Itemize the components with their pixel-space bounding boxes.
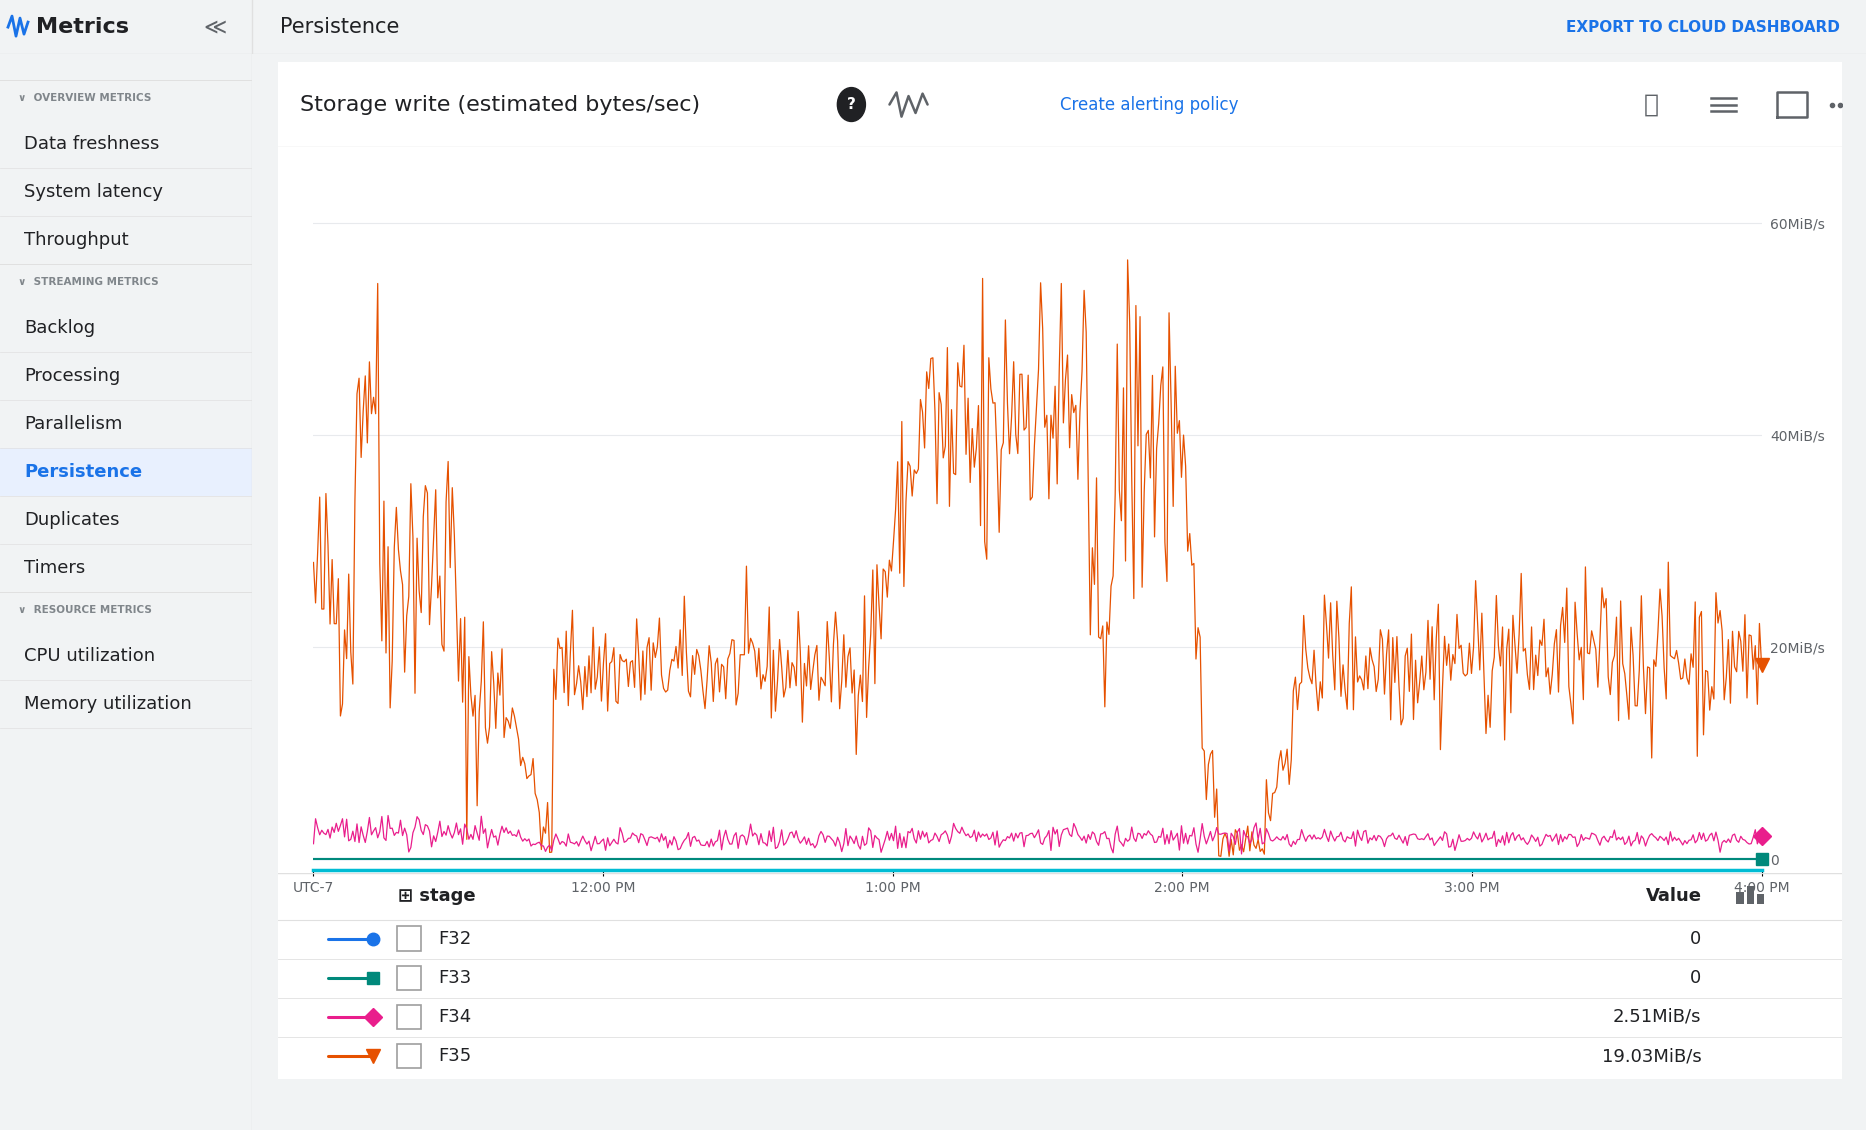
- Text: Create alerting policy: Create alerting policy: [1060, 96, 1239, 113]
- Text: Persistence: Persistence: [280, 17, 399, 37]
- Text: ⊞ stage: ⊞ stage: [397, 887, 476, 905]
- Text: ⌕: ⌕: [1644, 93, 1659, 116]
- Text: 2.51MiB/s: 2.51MiB/s: [1612, 1008, 1702, 1026]
- FancyBboxPatch shape: [397, 1044, 422, 1068]
- FancyBboxPatch shape: [397, 927, 422, 951]
- Text: Storage write (estimated bytes/sec): Storage write (estimated bytes/sec): [300, 95, 700, 114]
- Text: ∨  OVERVIEW METRICS: ∨ OVERVIEW METRICS: [19, 94, 151, 103]
- Text: Parallelism: Parallelism: [24, 415, 123, 433]
- Text: F32: F32: [439, 930, 472, 948]
- Text: 0: 0: [1691, 930, 1702, 948]
- Text: 19.03MiB/s: 19.03MiB/s: [1601, 1048, 1702, 1064]
- FancyBboxPatch shape: [397, 965, 422, 990]
- Text: 0: 0: [1691, 968, 1702, 986]
- Text: EXPORT TO CLOUD DASHBOARD: EXPORT TO CLOUD DASHBOARD: [1566, 19, 1840, 35]
- Text: Metrics: Metrics: [35, 17, 129, 37]
- Bar: [1737, 892, 1743, 904]
- Circle shape: [838, 88, 866, 122]
- Text: ∨  STREAMING METRICS: ∨ STREAMING METRICS: [19, 277, 159, 287]
- Text: ?: ?: [847, 97, 856, 112]
- Text: CPU utilization: CPU utilization: [24, 647, 155, 666]
- Bar: [1756, 894, 1763, 904]
- Text: ∨  RESOURCE METRICS: ∨ RESOURCE METRICS: [19, 606, 151, 615]
- Bar: [0, 449, 252, 496]
- Text: F35: F35: [439, 1048, 472, 1064]
- Text: Processing: Processing: [24, 367, 119, 385]
- Text: Memory utilization: Memory utilization: [24, 695, 192, 713]
- Text: Backlog: Backlog: [24, 319, 95, 337]
- Text: Duplicates: Duplicates: [24, 511, 119, 529]
- FancyBboxPatch shape: [271, 56, 1849, 1085]
- Text: F34: F34: [439, 1008, 472, 1026]
- Text: Timers: Timers: [24, 559, 86, 577]
- Bar: [1747, 886, 1754, 904]
- Text: Throughput: Throughput: [24, 232, 129, 250]
- FancyBboxPatch shape: [397, 1005, 422, 1029]
- Text: Value: Value: [1646, 887, 1702, 905]
- Text: ≪: ≪: [203, 17, 226, 37]
- Text: Persistence: Persistence: [24, 463, 142, 481]
- Text: System latency: System latency: [24, 183, 162, 201]
- Text: F33: F33: [439, 968, 472, 986]
- Text: Data freshness: Data freshness: [24, 136, 159, 154]
